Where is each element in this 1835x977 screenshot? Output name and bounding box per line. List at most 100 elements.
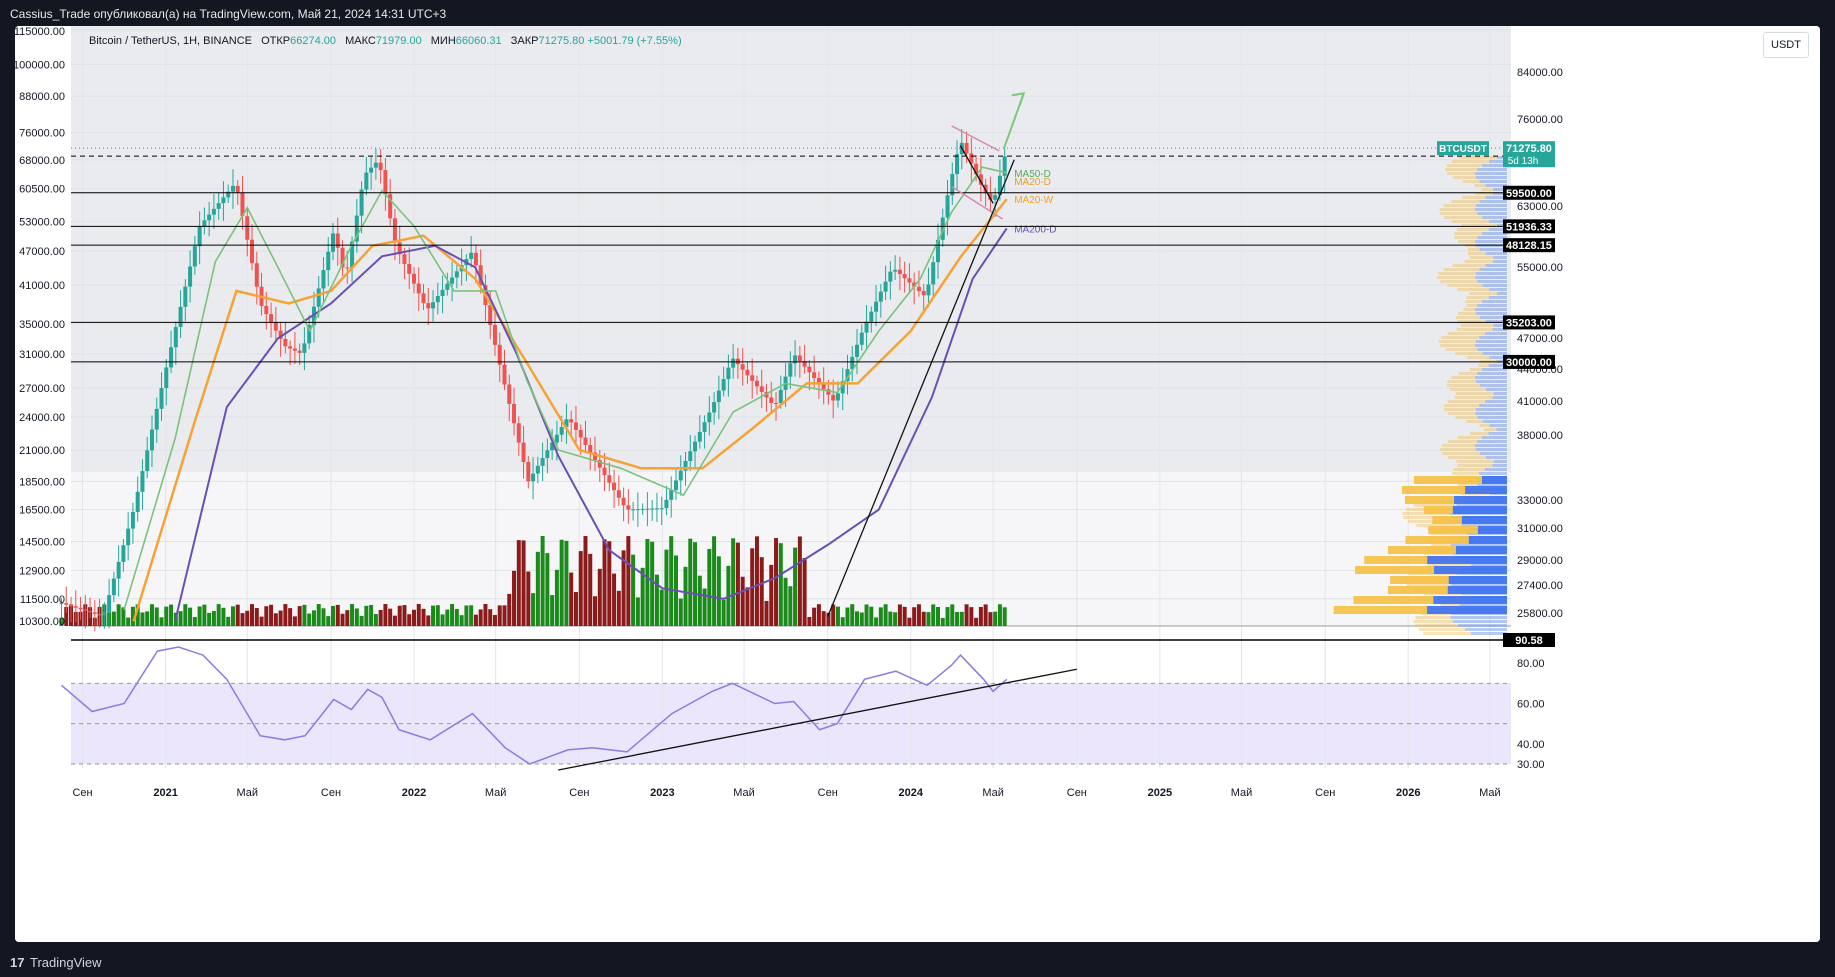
brand-name[interactable]: TradingView <box>30 955 102 970</box>
volume-bar <box>654 574 659 626</box>
profile-bar-buy <box>1477 304 1507 307</box>
volume-bar <box>793 547 798 626</box>
volume-bar <box>197 606 202 626</box>
candle-body <box>354 215 359 242</box>
candle-body <box>678 470 683 481</box>
profile-bar-buy <box>1479 472 1507 475</box>
candle-body <box>559 427 564 435</box>
volume-bar <box>535 551 540 626</box>
rsi-value-tag <box>1503 633 1555 647</box>
volume-bar <box>693 542 698 626</box>
volume-bar <box>335 604 340 626</box>
right-tick-label: 38000.00 <box>1517 430 1563 442</box>
profile-bar-sell <box>1404 496 1455 504</box>
profile-bar-buy <box>1452 506 1507 514</box>
volume-bar <box>921 611 926 626</box>
profile-bar-sell <box>1451 200 1480 203</box>
candle-body <box>997 175 1002 196</box>
volume-bar <box>569 572 574 626</box>
volume-bar <box>626 536 631 626</box>
candle-body <box>707 412 712 423</box>
candle-body <box>521 442 526 462</box>
y-tick-label: 76000.00 <box>19 127 65 139</box>
candle-body <box>750 375 755 381</box>
candle-body <box>321 270 326 289</box>
level-tag <box>1503 354 1555 369</box>
profile-bar-sell <box>1469 292 1497 295</box>
profile-bar-buy <box>1485 196 1507 199</box>
volume-bar <box>931 604 936 626</box>
candle-body <box>526 461 531 482</box>
volume-bar <box>178 611 183 626</box>
volume-bar <box>369 605 374 626</box>
candle-body <box>469 252 474 259</box>
volume-bar <box>478 609 483 626</box>
profile-bar-sell <box>1444 408 1476 411</box>
profile-bar-sell <box>1455 352 1483 355</box>
currency-button[interactable]: USDT <box>1763 32 1809 58</box>
candle-body <box>731 358 736 368</box>
profile-bar-sell <box>1454 236 1478 239</box>
candles <box>59 129 1007 632</box>
candle-body <box>916 286 921 292</box>
candle-body <box>816 377 821 384</box>
volume-bar <box>502 605 507 626</box>
volume-bar <box>926 612 931 626</box>
candle-body <box>955 154 960 175</box>
x-tick-label: Май <box>485 787 507 799</box>
profile-bar-buy <box>1485 388 1507 391</box>
candle-body <box>135 491 140 512</box>
candle-body <box>912 282 917 287</box>
profile-bar-sell <box>1454 396 1493 399</box>
right-tick-label: 29000.00 <box>1517 555 1563 567</box>
x-tick-label: Сен <box>569 787 589 799</box>
candle-body <box>821 383 826 390</box>
candle-body <box>978 174 983 185</box>
candle-body <box>283 338 288 347</box>
candle-body <box>654 508 659 510</box>
symbol-name: Bitcoin / TetherUS, 1Н, BINANCE <box>89 35 253 47</box>
volume-bar <box>764 600 769 626</box>
profile-bar-sell <box>1458 312 1476 315</box>
profile-bar-sell <box>1444 404 1480 407</box>
candle-body <box>102 611 107 616</box>
candle-body <box>364 172 369 190</box>
profile-bar-buy <box>1485 252 1507 255</box>
close-label: ЗАКР <box>510 35 539 47</box>
candle-body <box>988 193 993 200</box>
profile-bar-sell <box>1413 620 1453 623</box>
profile-bar-sell <box>1461 224 1497 227</box>
candle-body <box>478 265 483 286</box>
candle-body <box>416 283 421 294</box>
x-tick-label: 2023 <box>650 787 674 799</box>
volume-bar <box>421 608 426 626</box>
profile-bar-sell <box>1452 176 1476 179</box>
candle-body <box>92 612 97 614</box>
volume-bar <box>716 556 721 626</box>
volume-bar <box>916 604 921 626</box>
profile-bar-sell <box>1415 616 1451 619</box>
y-tick-label: 10300.00 <box>19 616 65 628</box>
profile-bar-buy <box>1482 164 1507 167</box>
volume-profile <box>1333 156 1507 635</box>
volume-bar <box>588 553 593 626</box>
candle-body <box>897 269 902 275</box>
y-tick-label: 27000.00 <box>19 383 65 395</box>
profile-bar-buy <box>1450 616 1507 619</box>
volume-bar <box>550 595 555 626</box>
volume-bar <box>578 551 583 626</box>
candle-body <box>254 263 259 287</box>
profile-bar-sell <box>1438 340 1476 343</box>
candle-body <box>388 194 393 219</box>
volume-bar <box>159 617 164 626</box>
volume-bar <box>221 607 226 626</box>
candle-body <box>759 386 764 392</box>
profile-bar-sell <box>1457 288 1490 291</box>
profile-bar-buy <box>1481 368 1507 371</box>
profile-bar-sell <box>1390 576 1449 584</box>
candle-body <box>845 369 850 382</box>
volume-bar <box>540 536 545 626</box>
profile-bar-buy <box>1475 204 1507 207</box>
profile-bar-sell <box>1440 280 1478 283</box>
